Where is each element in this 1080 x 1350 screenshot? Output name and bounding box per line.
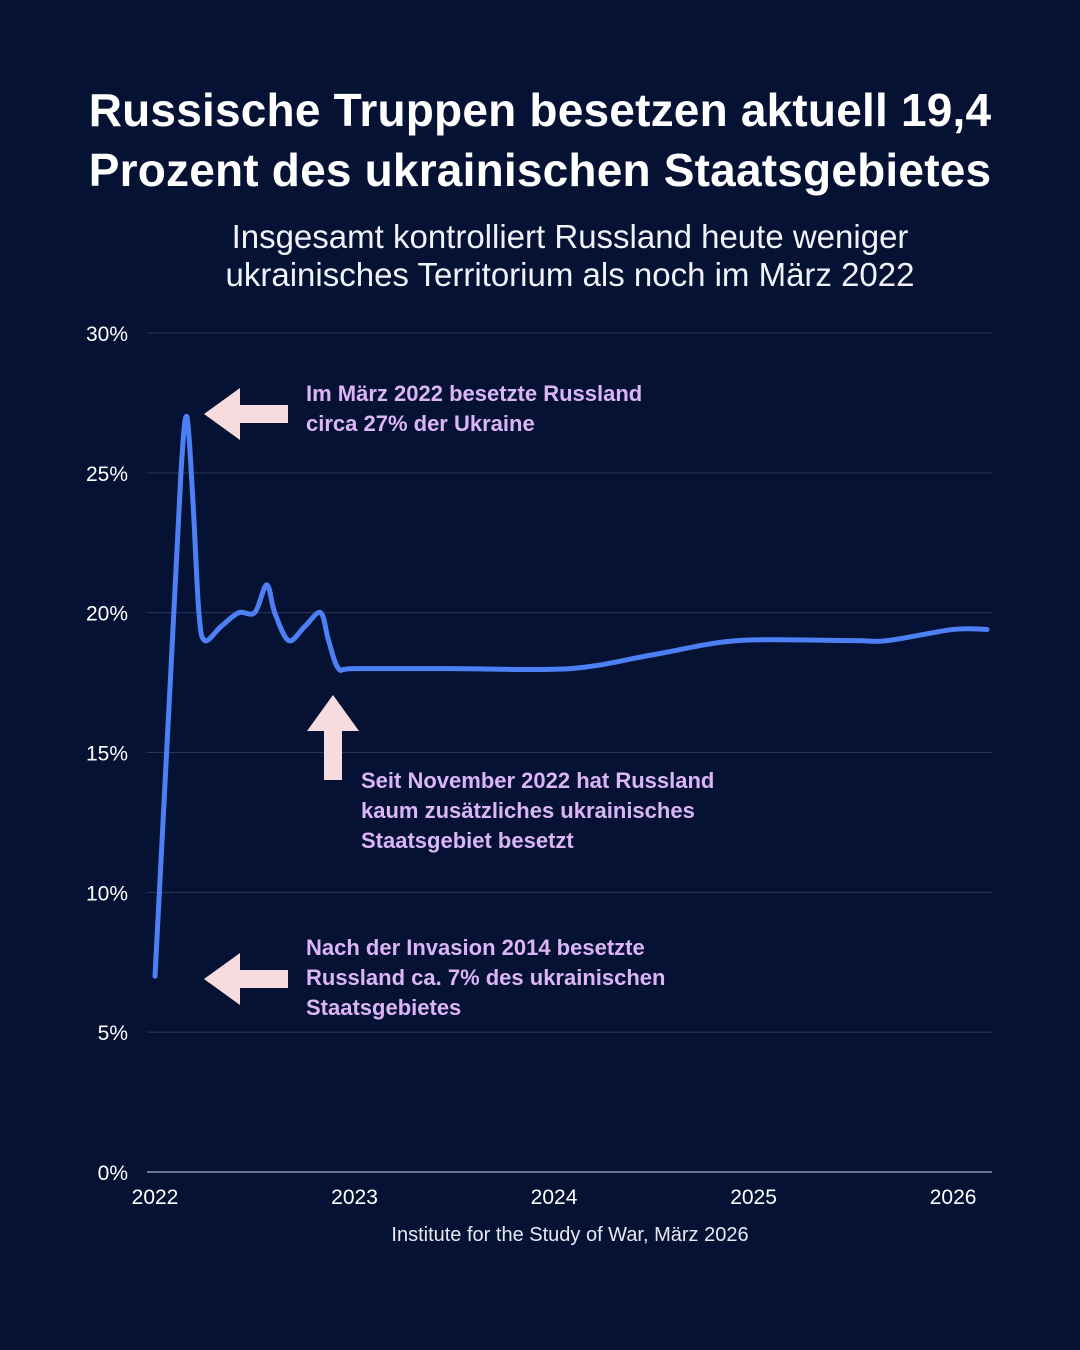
annotation-arrows [204, 388, 359, 1005]
x-tick-label: 2025 [730, 1186, 777, 1209]
annotation-invasion-2014: Nach der Invasion 2014 besetzte Russland… [306, 933, 726, 1023]
annotation-stable-line-2: kaum zusätzliches ukrainisches [361, 798, 695, 823]
y-tick-label: 5% [98, 1022, 128, 1045]
arrow-up-icon [307, 695, 359, 780]
subtitle-line-2: ukrainisches Territorium als noch im Mär… [225, 256, 915, 293]
x-tick-label: 2023 [331, 1186, 378, 1209]
series-group [152, 413, 990, 979]
annotation-invasion-line-2: Russland ca. 7% des ukrainischen [306, 965, 666, 990]
chart-subtitle: Insgesamt kontrolliert Russland heute we… [150, 218, 990, 294]
x-tick-label: 2024 [531, 1186, 578, 1209]
annotation-peak-line-2: circa 27% der Ukraine [306, 411, 535, 436]
chart-title: Russische Truppen besetzen aktuell 19,4 … [40, 80, 1040, 200]
y-tick-label: 0% [98, 1162, 128, 1185]
annotation-stable-line-1: Seit November 2022 hat Russland [361, 768, 715, 793]
annotation-stable: Seit November 2022 hat Russland kaum zus… [361, 766, 781, 856]
y-tick-label: 10% [86, 882, 128, 905]
y-tick-label: 25% [86, 463, 128, 486]
annotation-peak: Im März 2022 besetzte Russland circa 27%… [306, 379, 726, 439]
grid-lines [147, 332, 992, 1173]
title-line-2: Prozent des ukrainischen Staatsgebietes [88, 144, 992, 196]
y-tick-label: 15% [86, 743, 128, 766]
annotation-stable-line-3: Staatsgebiet besetzt [361, 828, 574, 853]
y-tick-label: 20% [86, 603, 128, 626]
y-tick-label: 30% [86, 323, 128, 346]
arrow-left-icon [204, 388, 288, 440]
x-axis-ticks: 2022 2023 2024 2025 2026 [132, 1186, 977, 1209]
series-line-0 [152, 413, 990, 979]
x-tick-label: 2022 [132, 1186, 179, 1209]
title-line-1: Russische Truppen besetzen aktuell 19,4 [88, 84, 992, 136]
source-note: Institute for the Study of War, März 202… [391, 1224, 749, 1246]
x-tick-label: 2026 [930, 1186, 977, 1209]
y-axis-ticks: 0% 5% 10% 15% 20% 25% 30% [86, 323, 128, 1185]
annotation-peak-line-1: Im März 2022 besetzte Russland [306, 381, 643, 406]
annotation-invasion-line-1: Nach der Invasion 2014 besetzte [306, 935, 645, 960]
annotation-invasion-line-3: Staatsgebietes [306, 995, 462, 1020]
subtitle-line-1: Insgesamt kontrolliert Russland heute we… [231, 218, 909, 255]
arrow-left-icon [204, 953, 288, 1005]
